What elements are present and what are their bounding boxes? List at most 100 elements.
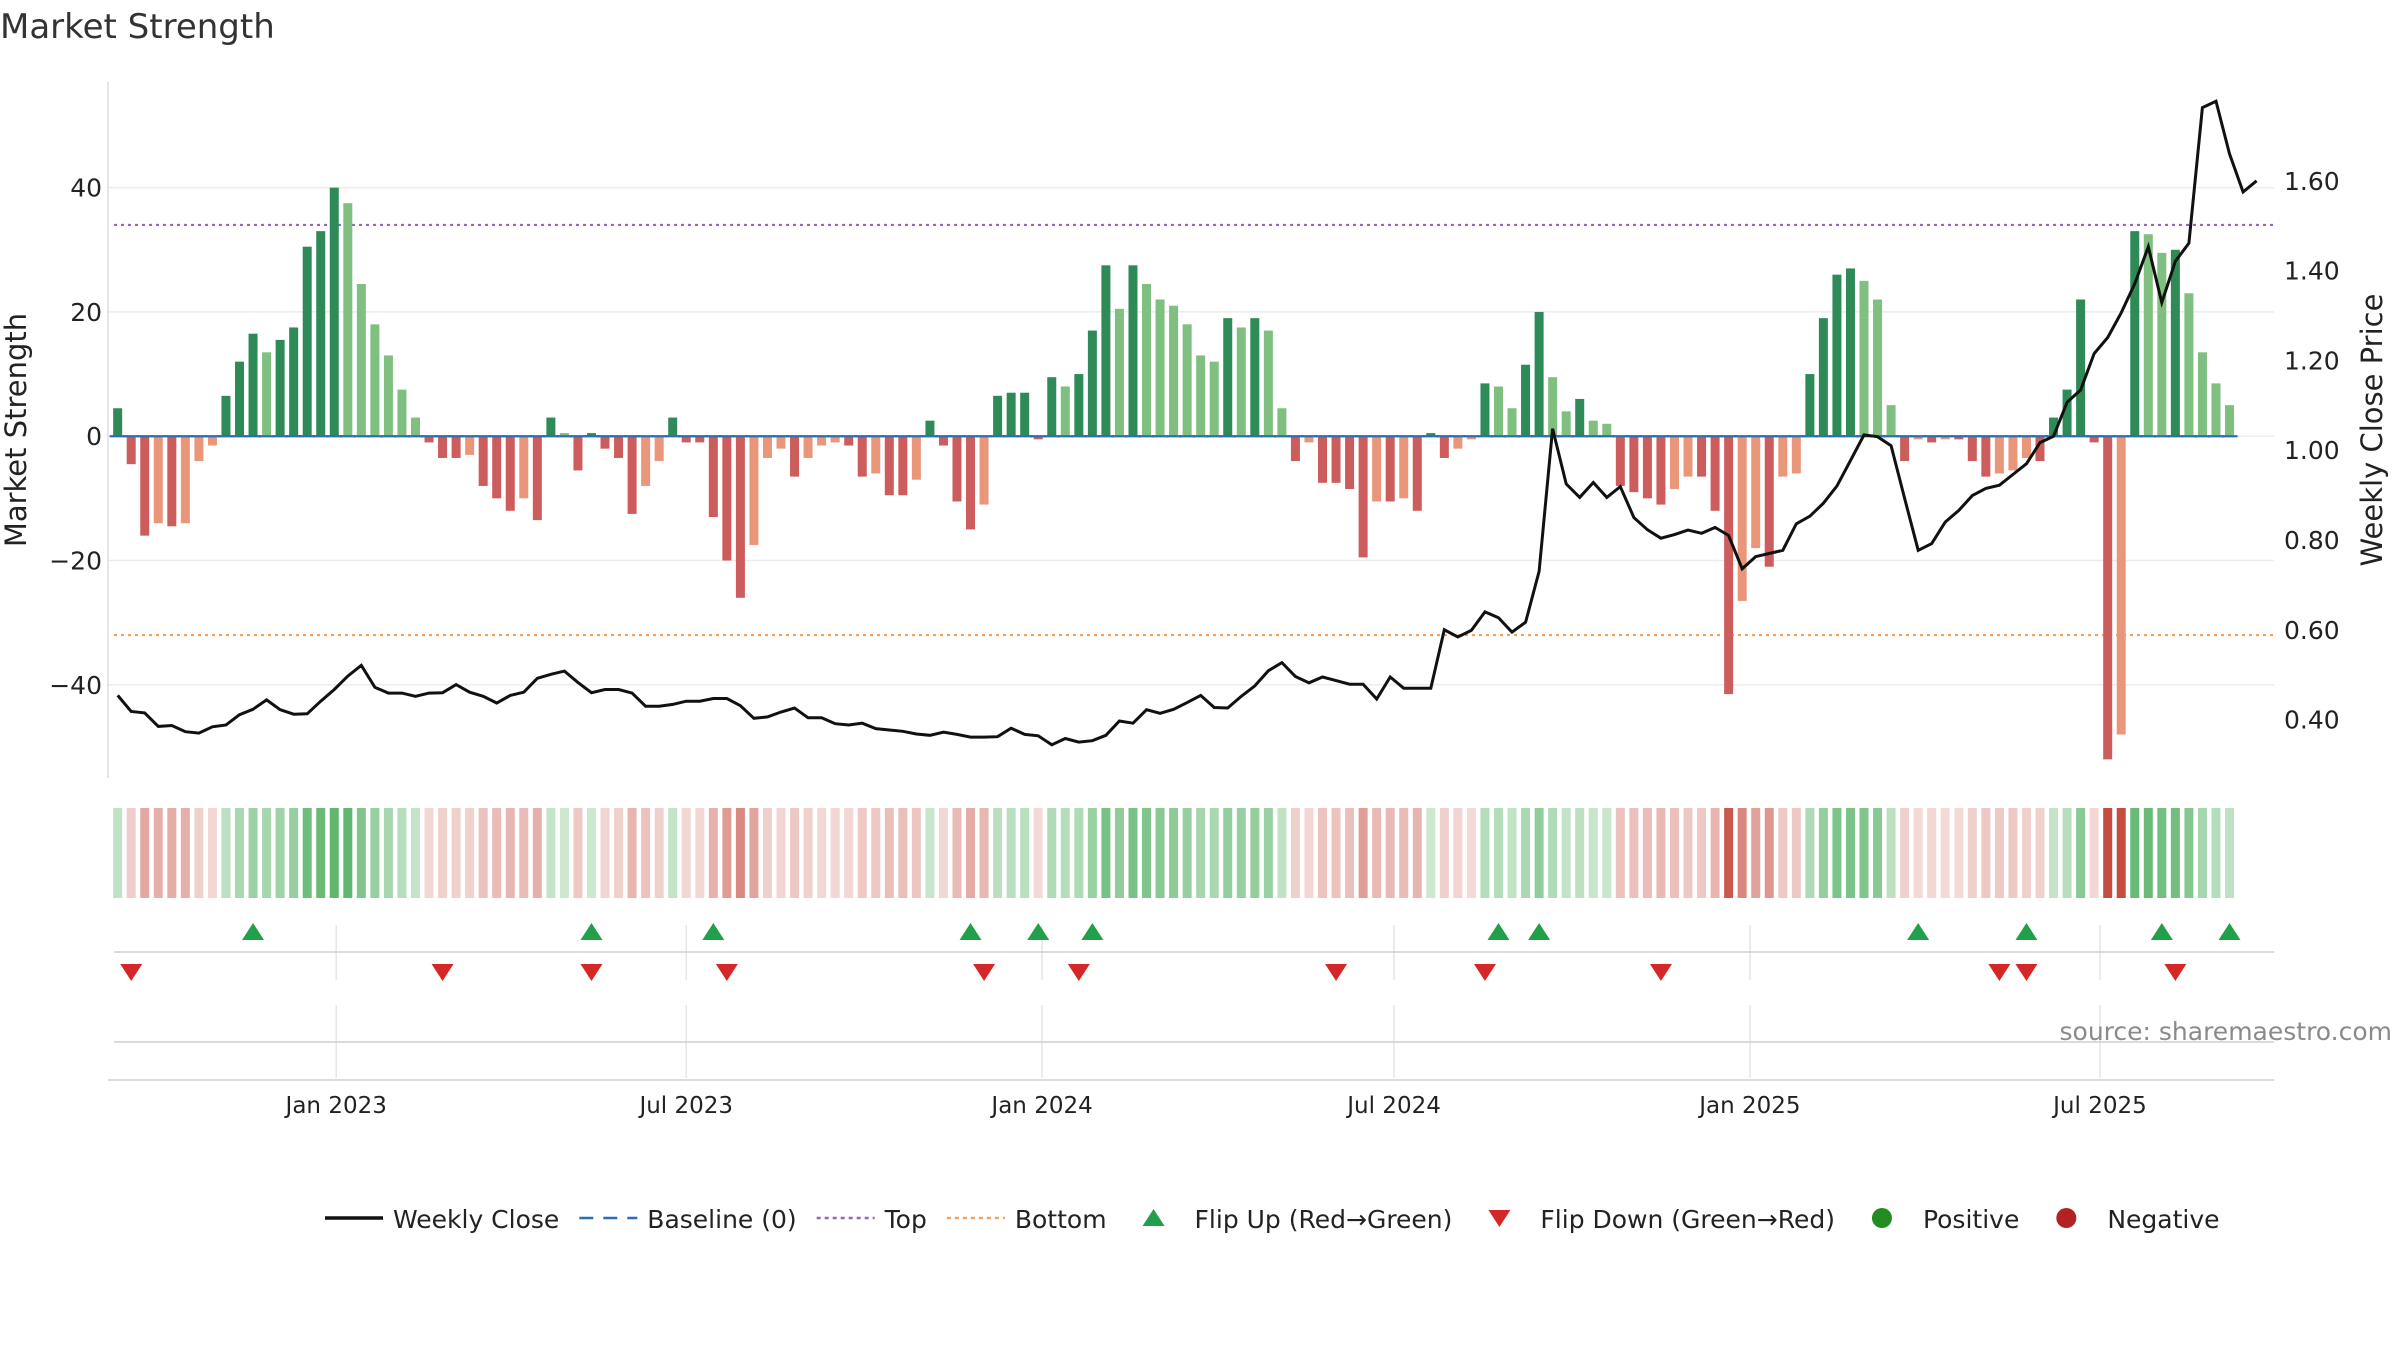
y2-tick-label: 1.40 xyxy=(2284,257,2340,286)
strength-bar xyxy=(1006,392,1016,437)
heat-cell xyxy=(1967,808,1977,898)
flip-down-marker xyxy=(2015,964,2038,981)
strength-bar xyxy=(803,436,813,458)
heat-cell xyxy=(1724,808,1734,898)
legend-item: Top xyxy=(816,1205,927,1234)
strength-bar xyxy=(1453,436,1463,449)
strength-bar xyxy=(492,436,502,499)
strength-bar xyxy=(2103,436,2113,760)
heat-cell xyxy=(316,808,326,898)
strength-bar xyxy=(397,389,407,437)
strength-bar xyxy=(1074,374,1084,437)
heat-cell xyxy=(938,808,948,898)
strength-bar xyxy=(1642,436,1652,499)
strength-bar xyxy=(2211,383,2221,437)
strength-bar xyxy=(1236,327,1246,437)
strength-bar xyxy=(735,436,745,598)
flip-down-marker xyxy=(1473,964,1496,981)
heat-cell xyxy=(668,808,678,898)
strength-bar xyxy=(1697,436,1707,477)
strength-bar xyxy=(1223,318,1233,437)
heat-cell xyxy=(1128,808,1138,898)
heat-cell xyxy=(1710,808,1720,898)
strength-bar xyxy=(1845,268,1855,437)
strength-bar xyxy=(262,352,272,437)
heat-cell xyxy=(559,808,569,898)
heat-cell xyxy=(1087,808,1097,898)
strength-bar xyxy=(1534,311,1544,437)
strength-bar xyxy=(830,436,840,443)
strength-bar xyxy=(1358,436,1368,558)
strength-bar xyxy=(614,436,624,458)
strength-bar xyxy=(1873,299,1883,437)
heat-cell xyxy=(519,808,529,898)
legend-label: Weekly Close xyxy=(393,1205,559,1234)
y2-tick-label: 1.00 xyxy=(2284,436,2340,465)
x-tick-label: Jan 2025 xyxy=(1697,1093,1800,1119)
y-tick-label: 0 xyxy=(86,422,102,451)
strength-bar xyxy=(1493,386,1503,437)
heat-cell xyxy=(438,808,448,898)
heat-cell xyxy=(952,808,962,898)
strength-bar xyxy=(2076,299,2086,437)
heat-cell xyxy=(708,808,718,898)
strength-heat-strip xyxy=(113,808,2235,898)
heat-cell xyxy=(1480,808,1490,898)
strength-bar xyxy=(2157,252,2167,437)
strength-bar xyxy=(2184,293,2194,437)
strength-bar xyxy=(546,417,556,437)
strength-bar xyxy=(275,339,285,437)
heat-cell xyxy=(2049,808,2059,898)
heat-cell xyxy=(1994,808,2004,898)
heat-cell xyxy=(1236,808,1246,898)
strength-bar xyxy=(1196,355,1206,437)
strength-bar xyxy=(641,436,651,486)
heat-cell xyxy=(343,808,353,898)
heat-cell xyxy=(1791,808,1801,898)
strength-bar xyxy=(925,420,935,437)
heat-cell xyxy=(2008,808,2018,898)
strength-bar xyxy=(465,436,475,455)
strength-bar xyxy=(1047,377,1057,437)
heat-cell xyxy=(614,808,624,898)
heat-cell xyxy=(844,808,854,898)
flip-up-marker xyxy=(959,923,982,940)
heat-cell xyxy=(857,808,867,898)
strength-bar xyxy=(153,436,163,524)
strength-bar xyxy=(1913,436,1923,440)
heat-cell xyxy=(356,808,366,898)
heat-cell xyxy=(2103,808,2113,898)
heat-cell xyxy=(1548,808,1558,898)
heat-cell xyxy=(1954,808,1964,898)
heat-cell xyxy=(695,808,705,898)
x-tick-label: Jul 2025 xyxy=(2051,1093,2147,1119)
x-tick-label: Jan 2023 xyxy=(284,1093,387,1119)
strength-bar xyxy=(1764,436,1774,567)
strength-bar xyxy=(1182,324,1192,437)
strength-bar xyxy=(1101,265,1111,437)
heat-cell xyxy=(248,808,258,898)
heat-cell xyxy=(1764,808,1774,898)
heat-cell xyxy=(627,808,637,898)
strength-bar xyxy=(1290,436,1300,462)
strength-bar xyxy=(1629,436,1639,493)
strength-bar xyxy=(2089,436,2099,443)
strength-bar xyxy=(1399,436,1409,499)
strength-bar xyxy=(424,436,434,443)
heat-cell xyxy=(1345,808,1355,898)
flip-up-marker xyxy=(2218,923,2241,940)
flip-down-marker xyxy=(1067,964,1090,981)
strength-bar xyxy=(1981,436,1991,477)
strength-bar xyxy=(1602,423,1612,437)
heat-cell xyxy=(681,808,691,898)
legend-item: Flip Up (Red→Green) xyxy=(1142,1205,1452,1234)
strength-bar xyxy=(1439,436,1449,458)
heat-cell xyxy=(735,808,745,898)
strength-bar xyxy=(248,333,258,437)
heat-cell xyxy=(1900,808,1910,898)
heat-cell xyxy=(925,808,935,898)
heat-cell xyxy=(762,808,772,898)
strength-bar xyxy=(383,355,393,437)
strength-bar xyxy=(2130,231,2140,437)
heat-cell xyxy=(370,808,380,898)
